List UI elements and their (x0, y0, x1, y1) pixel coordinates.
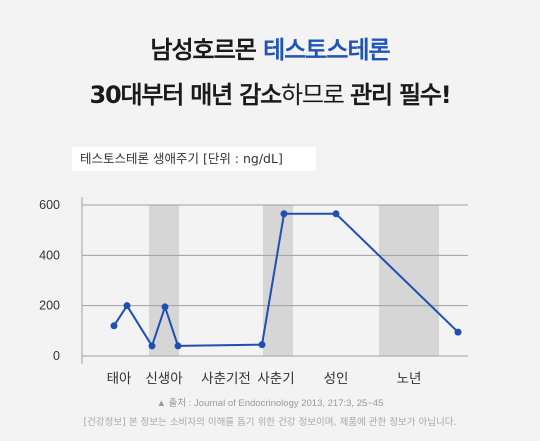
data-point (280, 210, 288, 218)
x-category-label: 사춘기 (257, 371, 294, 387)
health-info-note: [건강정보] 본 정보는 소비자의 이해를 돕기 위한 건강 정보이며, 제품에… (83, 417, 457, 428)
y-tick-label: 0 (53, 349, 60, 363)
data-point (110, 322, 118, 330)
source-note: ▲ 출처 : Journal of Endocrinology 2013, 21… (156, 398, 384, 409)
data-point (123, 302, 131, 310)
x-category-label: 성인 (324, 371, 349, 387)
x-category-label: 사춘기전 (201, 371, 251, 387)
headline-tail: 관리 필수! (350, 81, 452, 109)
stage-band (263, 205, 293, 356)
data-point (161, 303, 169, 311)
chart-title: 테스토스테론 생애주기 [단위 : ng/dL] (72, 147, 316, 171)
data-point (258, 341, 266, 349)
y-tick-label: 600 (39, 198, 60, 212)
headline-bold: 30대부터 매년 감소 (89, 81, 283, 109)
data-point (174, 342, 182, 350)
data-point (454, 328, 462, 336)
y-tick-label: 400 (39, 248, 60, 262)
headline-line-2: 30대부터 매년 감소하므로 관리 필수! (0, 75, 540, 110)
headline-line-1: 남성호르몬 테스토스테론 (0, 30, 540, 65)
headline-accent: 테스토스테론 (263, 36, 390, 64)
headline-plain: 남성호르몬 (150, 36, 264, 64)
x-category-label: 노년 (397, 371, 422, 387)
data-point (148, 342, 156, 350)
stage-band (379, 205, 439, 356)
x-category-label: 태아 (107, 371, 132, 387)
y-tick-label: 200 (39, 299, 60, 313)
x-category-label: 신생아 (145, 371, 183, 387)
data-point (332, 210, 340, 218)
headline-light: 하므로 (280, 81, 351, 109)
